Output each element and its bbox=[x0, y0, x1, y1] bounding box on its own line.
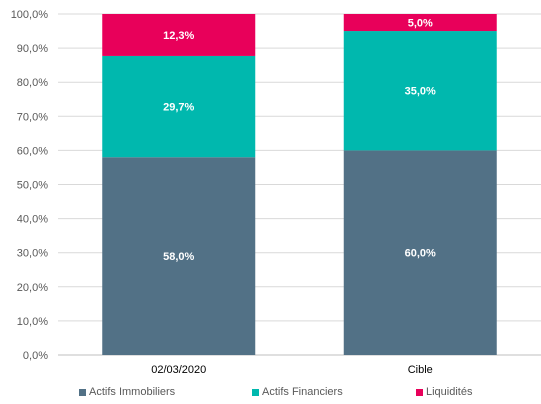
bar-segment bbox=[102, 14, 256, 56]
y-tick-label: 100,0% bbox=[11, 9, 49, 21]
bar-segment bbox=[102, 55, 256, 158]
bar-segment bbox=[343, 150, 497, 355]
y-tick-label: 0,0% bbox=[23, 350, 48, 362]
y-tick-label: 50,0% bbox=[17, 180, 48, 192]
data-label: 12,3% bbox=[163, 30, 194, 42]
legend-label: Actifs Financiers bbox=[262, 386, 343, 398]
y-tick-label: 20,0% bbox=[17, 282, 48, 294]
legend-label: Actifs Immobiliers bbox=[89, 386, 176, 398]
y-tick-label: 10,0% bbox=[17, 316, 48, 328]
y-axis-ticks: 0,0% 10,0% 20,0% 30,0% 40,0% 50,0% 60,0% 70,0% 8… bbox=[11, 9, 49, 362]
data-label: 29,7% bbox=[163, 102, 194, 114]
y-tick-label: 90,0% bbox=[17, 43, 48, 55]
bar-segment bbox=[343, 14, 497, 32]
legend-item: Actifs Immobiliers bbox=[79, 386, 175, 398]
category-label: 02/03/2020 bbox=[151, 364, 206, 376]
category-label: Cible bbox=[408, 364, 433, 376]
y-tick-label: 60,0% bbox=[17, 145, 48, 157]
legend-swatch bbox=[416, 388, 423, 396]
data-label: 60,0% bbox=[405, 248, 436, 260]
data-label: 35,0% bbox=[405, 86, 436, 98]
legend-item: Liquidités bbox=[416, 386, 472, 398]
legend: Actifs Immobiliers Actifs Financiers Liqui… bbox=[0, 386, 541, 404]
legend-item: Actifs Financiers bbox=[252, 386, 343, 398]
y-tick-label: 70,0% bbox=[17, 111, 48, 123]
y-tick-label: 40,0% bbox=[17, 214, 48, 226]
bars: 58,0% 29,7% 12,3% 60,0% 35,0% 5,0% bbox=[102, 14, 497, 355]
legend-swatch bbox=[252, 388, 259, 396]
data-label: 58,0% bbox=[163, 251, 194, 263]
bar-segment bbox=[102, 157, 256, 355]
y-tick-label: 30,0% bbox=[17, 248, 48, 260]
data-label: 5,0% bbox=[408, 18, 433, 30]
legend-label: Liquidités bbox=[426, 386, 473, 398]
bar-segment bbox=[343, 31, 497, 151]
y-tick-label: 80,0% bbox=[17, 77, 48, 89]
legend-swatch bbox=[79, 388, 86, 396]
x-axis-categories: 02/03/2020 Cible bbox=[151, 364, 433, 376]
